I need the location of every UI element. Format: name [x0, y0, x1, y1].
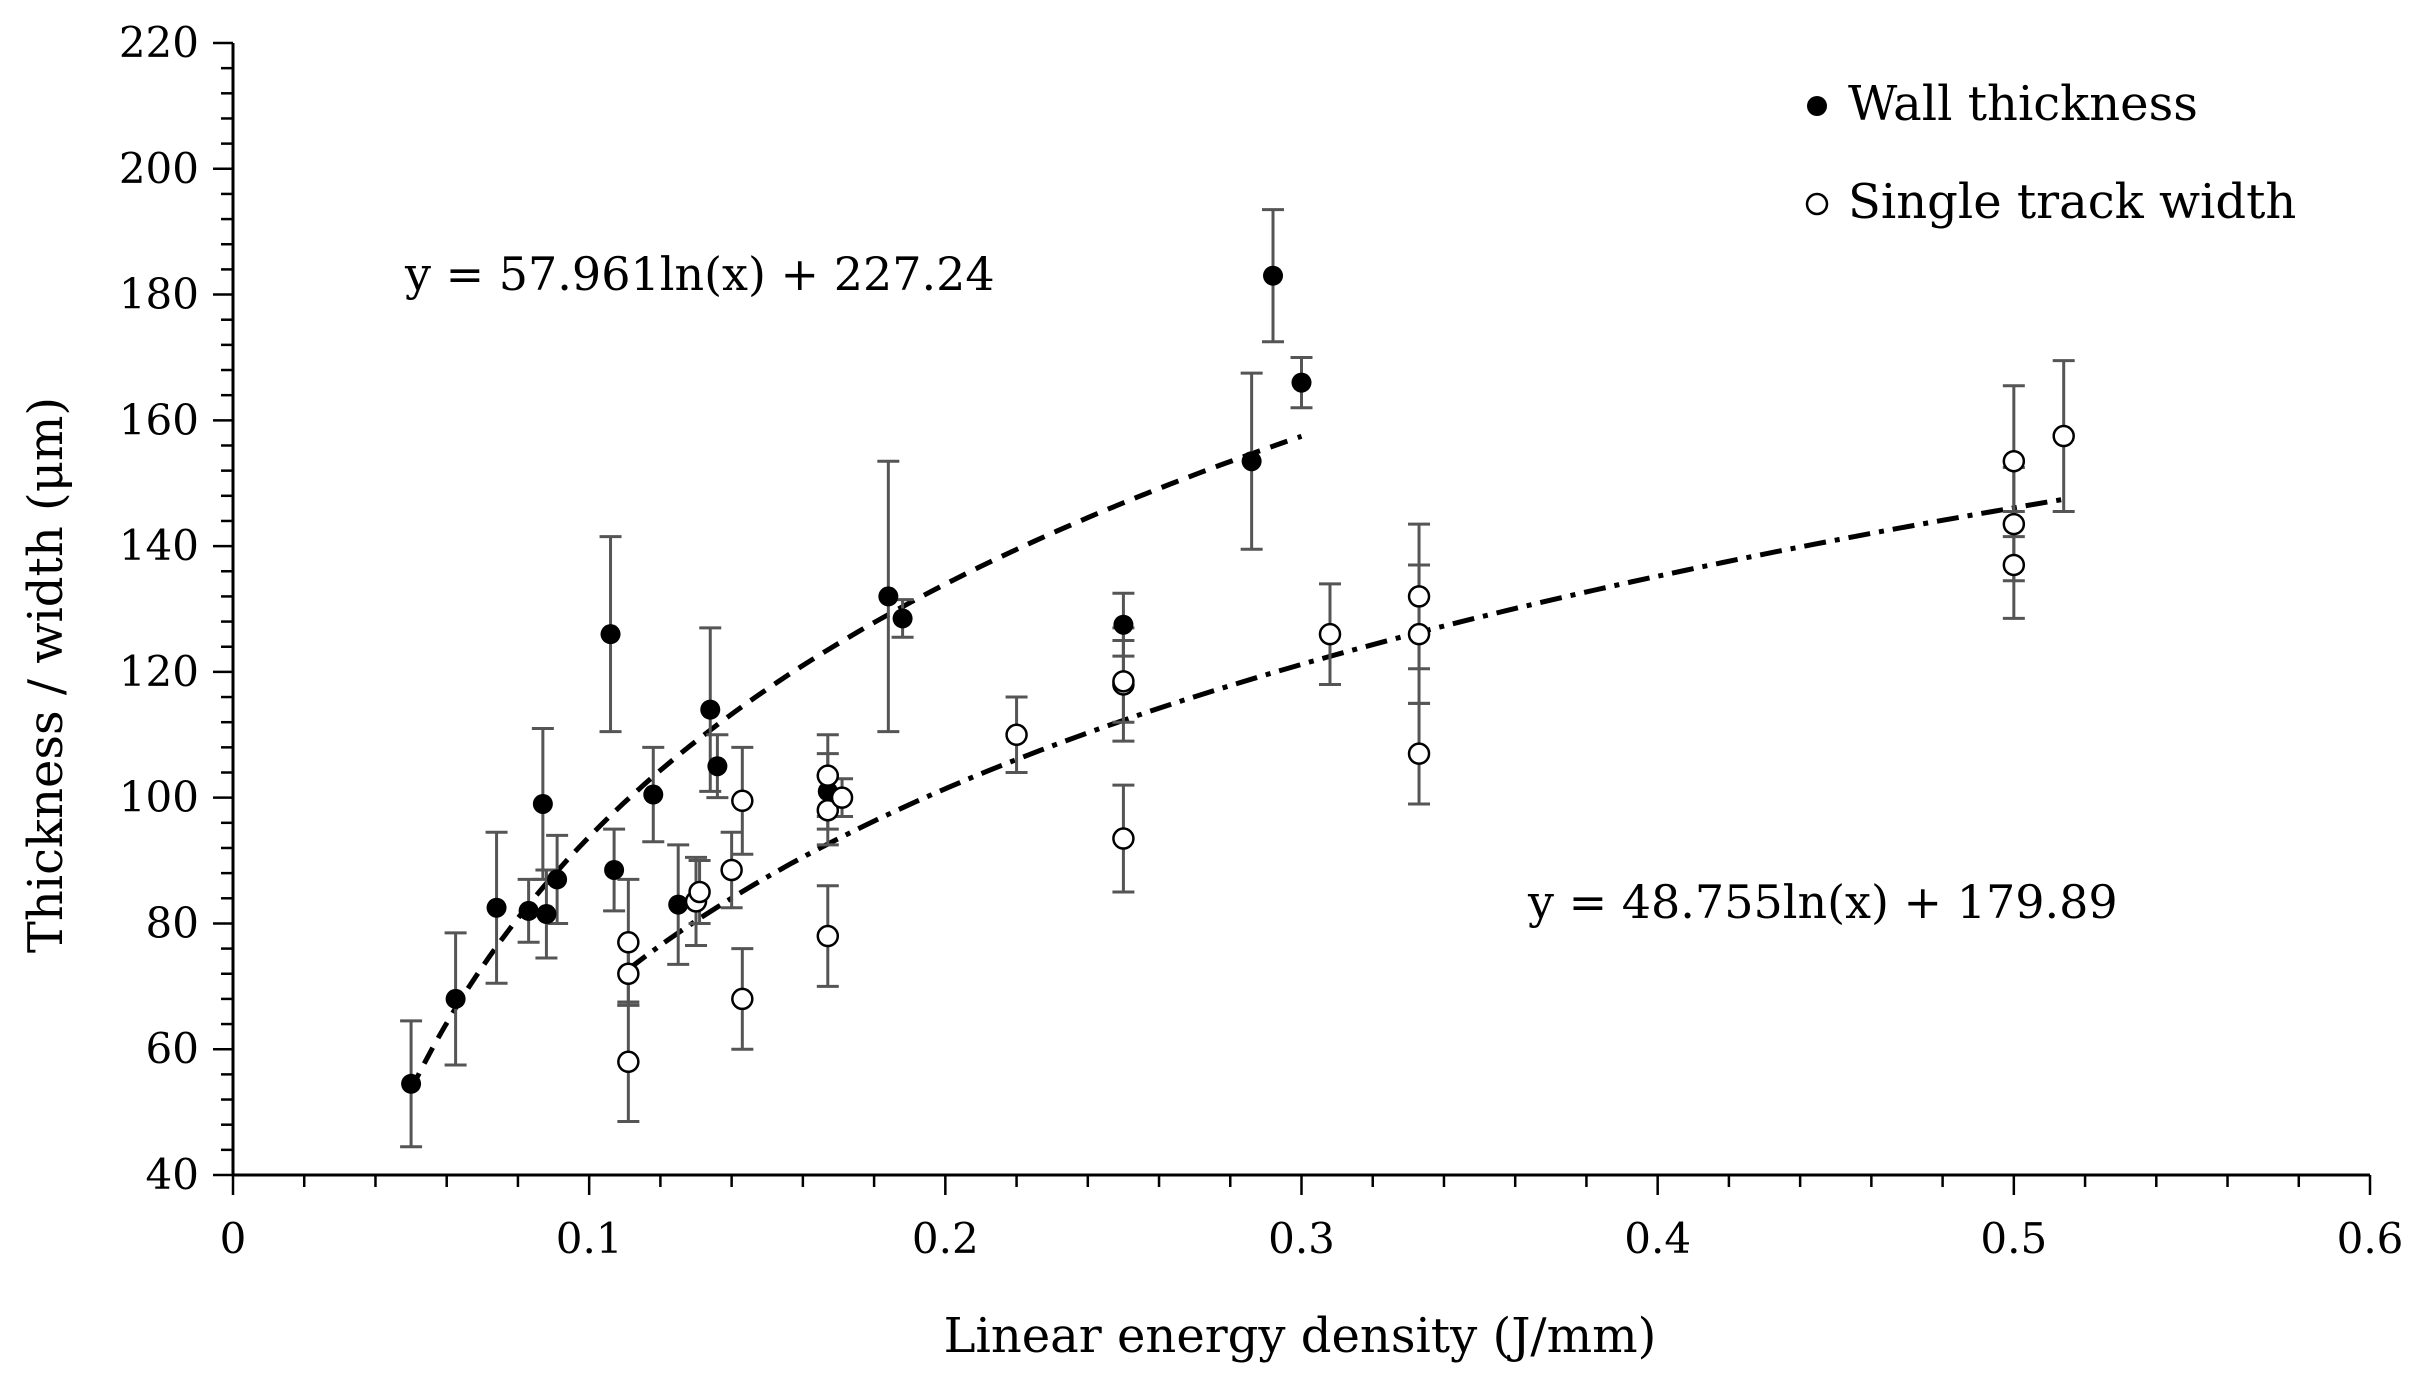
- wall-thickness-point: [700, 699, 721, 720]
- single-track-width-point: [816, 798, 840, 822]
- y-axis-title: Thickness / width (μm): [18, 397, 74, 953]
- wall-thickness-point: [1241, 451, 1262, 472]
- wall-thickness-point: [707, 756, 728, 777]
- wall-thickness-point: [600, 624, 621, 645]
- single-track-width-point: [816, 924, 840, 948]
- single-track-width-point: [2002, 553, 2026, 577]
- single-track-width-point: [816, 764, 840, 787]
- single-track-width-point: [1407, 622, 1431, 646]
- single-track-trendline: [626, 496, 2065, 972]
- y-tick-label: 200: [119, 144, 199, 193]
- wall-thickness-point: [668, 894, 689, 915]
- wall-thickness-point: [1113, 614, 1134, 635]
- wall-thickness-trendline-equation: y = 57.961ln(x) + 227.24: [404, 247, 995, 301]
- single-track-width-point: [617, 962, 640, 986]
- single-track-width-point: [731, 789, 754, 813]
- single-track-width-point: [830, 786, 854, 809]
- legend-label-single-track-width: Single track width: [1848, 174, 2296, 230]
- legend-item-wall-thickness: Wall thickness: [1807, 76, 2198, 132]
- y-tick-label: 80: [146, 898, 199, 947]
- single-track-width-point: [1407, 742, 1431, 765]
- wall-thickness-trendline: [408, 433, 1303, 1091]
- y-axis: 40 60 80 100 120 140 160 180 200 220: [119, 18, 235, 1199]
- wall-thickness-point: [401, 1073, 422, 1094]
- x-tick-label: 0.5: [1980, 1214, 2047, 1263]
- data-points: [401, 265, 2075, 1094]
- wall-thickness-point: [486, 897, 507, 918]
- single-track-width-point: [617, 1050, 640, 1074]
- legend-item-single-track-width: Single track width: [1805, 174, 2296, 230]
- trendlines: [408, 433, 2065, 1091]
- y-tick-label: 160: [119, 395, 199, 444]
- wall-thickness-point: [536, 904, 557, 925]
- y-tick-label: 40: [146, 1150, 199, 1199]
- single-track-width-point: [2002, 512, 2026, 536]
- wall-thickness-point: [1263, 265, 1284, 286]
- wall-thickness-point: [878, 586, 899, 607]
- x-tick-label: 0.6: [2337, 1214, 2404, 1263]
- single-track-width-point: [1407, 585, 1431, 608]
- wall-thickness-point: [1291, 372, 1312, 393]
- wall-thickness-point: [547, 869, 568, 890]
- filled-circle-icon: [1807, 96, 1827, 116]
- x-tick-label: 0: [220, 1214, 247, 1263]
- single-track-width-point: [2002, 449, 2026, 473]
- x-tick-label: 0.2: [912, 1214, 979, 1263]
- x-axis: 0 0.1 0.2 0.3 0.4 0.5 0.6: [220, 1173, 2404, 1263]
- y-tick-label: 60: [146, 1024, 199, 1073]
- single-track-width-point: [2052, 424, 2075, 448]
- single-track-width-point: [1318, 622, 1342, 646]
- y-tick-label: 120: [119, 647, 199, 696]
- error-bars: [400, 208, 2075, 1149]
- x-tick-label: 0.1: [556, 1214, 623, 1263]
- single-track-width-point: [617, 931, 640, 954]
- single-track-width-point: [731, 987, 754, 1011]
- open-circle-icon: [1805, 192, 1829, 216]
- wall-thickness-point: [445, 988, 466, 1009]
- single-track-trendline-equation: y = 48.755ln(x) + 179.89: [1527, 875, 2118, 929]
- single-track-width-point: [1112, 670, 1135, 693]
- y-tick-label: 180: [119, 270, 199, 319]
- x-tick-label: 0.3: [1268, 1214, 1335, 1263]
- single-track-width-point: [1005, 723, 1028, 747]
- y-tick-label: 220: [119, 18, 199, 67]
- single-track-width-point: [1112, 827, 1135, 850]
- y-tick-label: 100: [119, 773, 199, 822]
- wall-thickness-point: [643, 784, 664, 805]
- wall-thickness-point: [532, 793, 553, 814]
- y-tick-label: 140: [119, 521, 199, 570]
- x-axis-title: Linear energy density (J/mm): [944, 1308, 1657, 1364]
- single-track-width-point: [720, 858, 743, 882]
- wall-thickness-point: [892, 608, 913, 629]
- wall-thickness-point: [518, 900, 539, 921]
- single-track-width-point: [688, 880, 711, 904]
- legend: Wall thickness Single track width: [1805, 76, 2296, 230]
- x-tick-label: 0.4: [1624, 1214, 1691, 1263]
- legend-label-wall-thickness: Wall thickness: [1848, 76, 2198, 132]
- wall-thickness-point: [604, 859, 625, 880]
